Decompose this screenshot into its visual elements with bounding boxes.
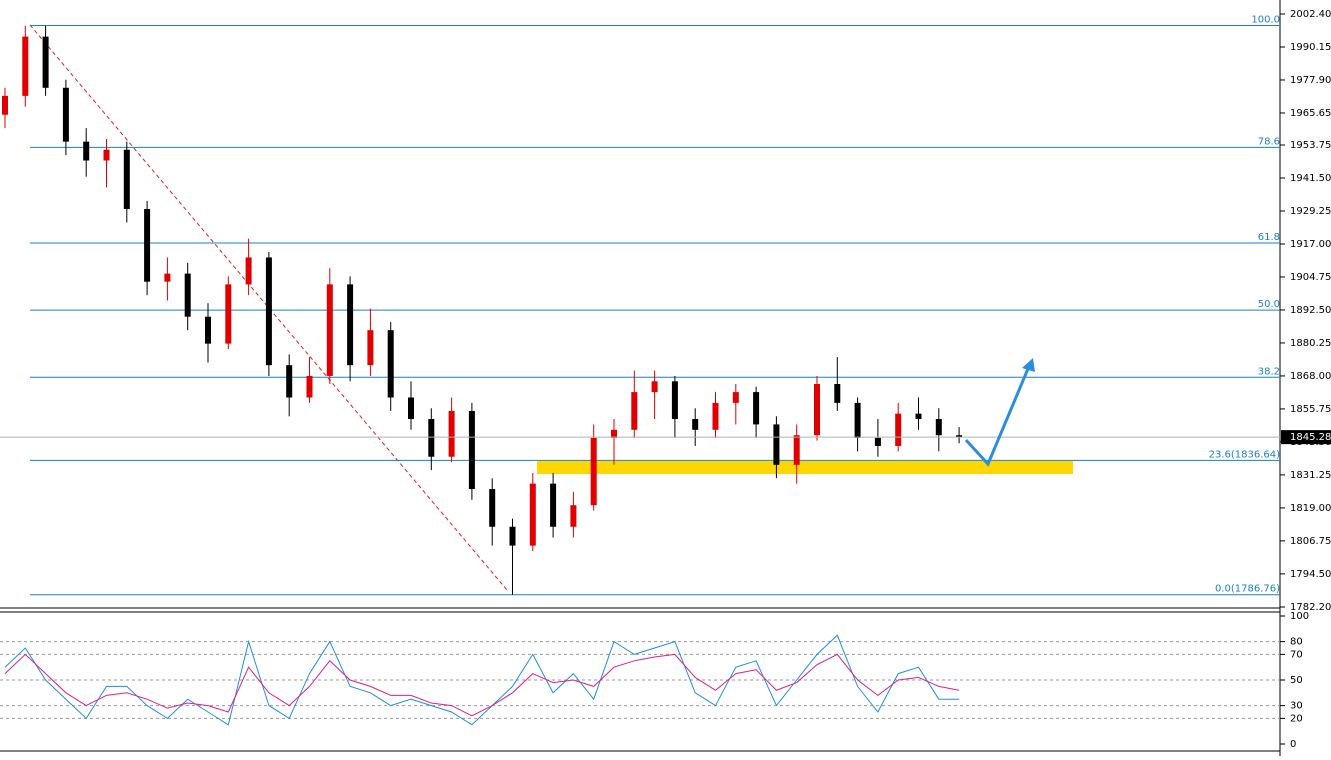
y-tick-label: 1782.20 [1290, 602, 1331, 613]
projection-arrow [964, 363, 1032, 467]
y-tick-label: 1965.65 [1290, 108, 1331, 119]
y-tick-label: 80 [1290, 637, 1303, 648]
candle-body [448, 410, 455, 457]
candle-body [408, 397, 414, 420]
candle-body [651, 381, 658, 393]
candle-body [834, 384, 841, 403]
fib-label: 50.0 [1258, 299, 1280, 310]
y-tick-label: 50 [1290, 675, 1303, 686]
candle-body [2, 95, 8, 115]
candle-body [570, 505, 577, 527]
candle-body [22, 36, 29, 96]
candle-body [83, 141, 90, 161]
candle-body [550, 483, 557, 527]
current-price-label: 1845.28 [1290, 432, 1331, 443]
y-tick-label: 20 [1290, 713, 1303, 724]
candle-body [529, 483, 536, 546]
candle-body [123, 149, 130, 209]
candle-body [489, 489, 496, 527]
candle-body [468, 410, 475, 490]
fib-label: 61.8 [1258, 232, 1280, 243]
candle-body [225, 284, 232, 344]
y-tick-label: 1929.25 [1290, 206, 1331, 217]
y-tick-label: 1794.50 [1290, 569, 1331, 580]
y-tick-label: 0 [1290, 739, 1296, 750]
candle-body [164, 273, 171, 282]
candle-body [509, 526, 516, 546]
y-tick-label: 1941.50 [1290, 173, 1331, 184]
candle-body [205, 316, 211, 344]
candle-body [184, 273, 191, 317]
candle-body [590, 437, 597, 506]
candle-body [265, 257, 272, 366]
fib-label: 100.0 [1251, 15, 1280, 26]
oscillator-line [4, 653, 960, 717]
candle-body [611, 429, 617, 438]
y-tick-label: 1880.25 [1290, 338, 1331, 349]
support-zone [537, 461, 1073, 474]
candle-body [306, 375, 313, 398]
y-tick-label: 1831.25 [1290, 470, 1331, 481]
candle-body [854, 402, 861, 438]
candle-body [935, 419, 942, 436]
candle-body [347, 284, 354, 366]
candle-body [326, 284, 333, 376]
y-tick-label: 1917.00 [1290, 239, 1331, 250]
candle-body [814, 384, 820, 436]
candle-body [631, 392, 638, 430]
y-tick-label: 2002.40 [1290, 9, 1331, 20]
fib-label: 0.0(1786.76) [1215, 584, 1280, 595]
candle-body [895, 413, 902, 446]
y-tick-label: 100 [1290, 611, 1309, 622]
plot: 2002.40 1990.15 1977.90 1965.65 1953.75 1941.… [0, 9, 1331, 750]
candle-body [874, 437, 881, 446]
y-tick-label: 1868.00 [1290, 371, 1331, 382]
oscillator-line [4, 634, 960, 726]
fib-trendline [29, 24, 508, 591]
current-price-box [1281, 430, 1331, 445]
y-tick-label: 1892.50 [1290, 305, 1331, 316]
y-tick-label: 1904.75 [1290, 272, 1331, 283]
y-tick-label: 1819.00 [1290, 503, 1331, 514]
arrow-head [1022, 358, 1035, 372]
y-tick-label: 1990.15 [1290, 42, 1331, 53]
candle-body [103, 149, 110, 161]
candle-body [144, 208, 151, 282]
y-tick-label: 1953.75 [1290, 140, 1331, 151]
candle-body [773, 424, 780, 465]
candle-body [62, 87, 69, 142]
candle-body [793, 435, 800, 465]
candle-body [387, 330, 394, 398]
candle-body [956, 435, 963, 438]
candle-body [671, 381, 678, 420]
candle-body [42, 36, 49, 88]
candle-body [753, 392, 760, 425]
fib-label: 23.6(1836.64) [1209, 449, 1281, 460]
fib-label: 78.6 [1258, 136, 1280, 147]
candle-body [367, 330, 374, 366]
y-tick-label: 1806.75 [1290, 536, 1331, 547]
candle-body [712, 402, 719, 430]
y-tick-label: 1855.75 [1290, 404, 1331, 415]
candle-body [915, 413, 922, 420]
y-tick-label: 70 [1290, 649, 1303, 660]
y-tick-label: 30 [1290, 701, 1303, 712]
candle-body [245, 257, 252, 285]
candle-body [732, 392, 739, 403]
candle-body [428, 419, 435, 457]
candle-body [286, 365, 293, 398]
y-tick-label: 1977.90 [1290, 75, 1331, 86]
candle-body [692, 419, 699, 430]
fib-label: 38.2 [1258, 366, 1280, 377]
